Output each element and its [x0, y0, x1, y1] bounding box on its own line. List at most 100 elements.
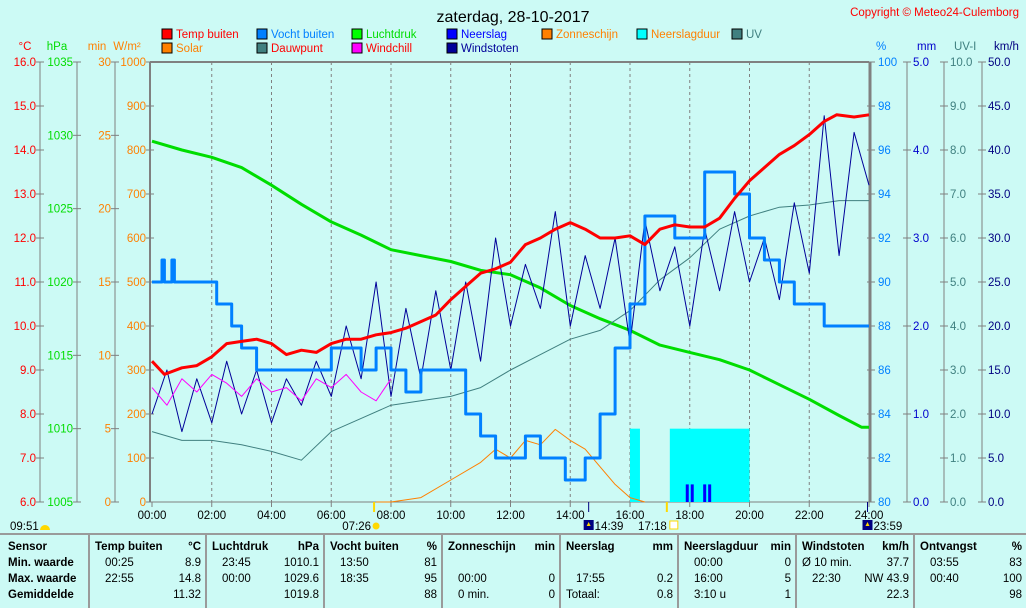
column-separator [323, 535, 325, 608]
cell-value: 98 [1009, 589, 1022, 601]
x-tick-label: 16:00 [616, 510, 645, 522]
legend-label: Neerslag [461, 29, 507, 41]
legend-swatch [541, 28, 553, 40]
cell-value: 0.8 [657, 589, 673, 601]
axis-tick-label: 1035 [47, 57, 73, 69]
cell-time: 18:35 [340, 573, 369, 585]
column-title: Neerslag [566, 541, 615, 553]
column-title: Neerslagduur [684, 541, 759, 553]
column-separator [795, 535, 797, 608]
legend-label: Zonneschijn [556, 29, 618, 41]
axis-tick-label: 1.0 [913, 409, 929, 421]
axis-tick-label: 94 [878, 189, 891, 201]
axis-tick-label: 0 [105, 497, 111, 509]
legend-label: Windstoten [461, 43, 519, 55]
cell-time: 22:55 [105, 573, 134, 585]
event-time: 09:51 [10, 521, 39, 533]
legend-item: Windstoten [446, 42, 519, 55]
x-tick-label: 00:00 [138, 510, 167, 522]
column-unit: °C [188, 541, 201, 553]
axis-tick-label: 5.0 [950, 277, 966, 289]
axis-uv: UV-I 0.0 1.0 2.0 3.0 4.0 5.0 6.0 7.0 8.0 9.0 10.0 [940, 41, 976, 509]
axis-tick-label: 7.0 [20, 453, 36, 465]
column-unit: km/h [882, 541, 909, 553]
cell-value: 81 [424, 557, 437, 569]
axis-tick-label: 15.0 [14, 101, 36, 113]
axis-tick-label: 2.0 [950, 409, 966, 421]
cell-time: 00:00 [458, 573, 487, 585]
legend-label: Solar [176, 43, 203, 55]
legend-item: Luchtdruk [351, 28, 417, 41]
column-unit: % [426, 541, 437, 553]
cell-time: 00:00 [694, 557, 723, 569]
neerslag-bar [708, 484, 712, 502]
cell-time: 03:55 [930, 557, 959, 569]
axis-tick-label: 1030 [47, 130, 73, 142]
axis-unit-label: min [88, 41, 107, 53]
axis-tick-label: 15.0 [988, 365, 1010, 377]
legend-swatch [446, 42, 458, 54]
legend-item: Dauwpunt [256, 42, 324, 55]
row-label: Sensor [8, 541, 47, 553]
legend-label: UV [746, 29, 762, 41]
x-tick-label: 06:00 [317, 510, 346, 522]
legend-label: Dauwpunt [271, 43, 324, 55]
chart-title: zaterdag, 28-10-2017 [437, 9, 590, 26]
legend-label: Windchill [366, 43, 412, 55]
axis-tick-label: 700 [127, 189, 146, 201]
x-tick-label: 10:00 [436, 510, 465, 522]
axis-tick-label: 30.0 [988, 233, 1010, 245]
moon-arrow [586, 522, 591, 526]
cell-value: 83 [1009, 557, 1022, 569]
axis-tick-label: 9.0 [950, 101, 966, 113]
legend-swatch [731, 28, 743, 40]
axis-tick-label: 1005 [47, 497, 73, 509]
axis-tick-label: 1015 [47, 350, 73, 362]
column-unit: min [770, 541, 791, 553]
legend-swatch [256, 28, 268, 40]
axis-tick-label: 100 [878, 57, 897, 69]
cell-value: 1 [784, 589, 791, 601]
event-sunrise: 07:26 [342, 502, 380, 533]
legend-item: Zonneschijn [541, 28, 618, 41]
axis-tick-label: 10.0 [988, 409, 1010, 421]
axis-tick-label: 1025 [47, 204, 73, 216]
axis-tick-label: 20 [98, 204, 111, 216]
cell-value: 88 [424, 589, 437, 601]
axis-tick-label: 80 [878, 497, 891, 509]
cell-time: 17:55 [576, 573, 605, 585]
axis-tick-label: 10.0 [14, 321, 36, 333]
axis-tick-label: 6.0 [20, 497, 36, 509]
column-title: Ontvangst [920, 541, 977, 553]
row-label: Min. waarde [8, 557, 74, 569]
axis-tick-label: 1.0 [950, 453, 966, 465]
axis-tick-label: 2.0 [913, 321, 929, 333]
column-separator [88, 535, 90, 608]
axis-tick-label: 4.0 [950, 321, 966, 333]
neerslag-bar [703, 484, 707, 502]
column-unit: mm [652, 541, 673, 553]
axis-unit-label: km/h [994, 41, 1019, 53]
column-title: Vocht buiten [330, 541, 399, 553]
axis-unit-label: W/m² [113, 41, 141, 53]
legend-swatch [161, 28, 173, 40]
legend-label: Vocht buiten [271, 29, 334, 41]
axis-tick-label: 88 [878, 321, 891, 333]
column-separator [913, 535, 915, 608]
axis-tick-label: 400 [127, 321, 146, 333]
neerslag-bar [685, 484, 689, 502]
legend-swatch [256, 42, 268, 54]
cell-time: 13:50 [340, 557, 369, 569]
column-title: Luchtdruk [212, 541, 269, 553]
column-separator [441, 535, 443, 608]
axis-tick-label: 98 [878, 101, 891, 113]
axis-tick-label: 5 [105, 424, 111, 436]
event-moonset: 09:51 [10, 521, 50, 533]
cell-time: 0 min. [458, 589, 490, 601]
series-luchtdruk [151, 139, 869, 429]
cell-value: 22.3 [886, 589, 909, 601]
cell-time: 00:00 [222, 573, 251, 585]
axis-tick-label: 10 [98, 350, 111, 362]
axis-tick-label: 600 [127, 233, 146, 245]
